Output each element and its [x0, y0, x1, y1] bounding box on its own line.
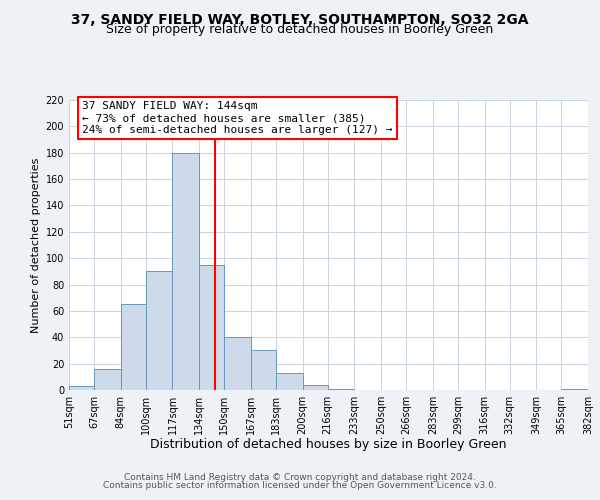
Bar: [94, 369, 121, 390]
Text: Contains public sector information licensed under the Open Government Licence v3: Contains public sector information licen…: [103, 481, 497, 490]
Bar: [69, 386, 94, 390]
Text: Contains HM Land Registry data © Crown copyright and database right 2024.: Contains HM Land Registry data © Crown c…: [124, 472, 476, 482]
Bar: [328, 388, 355, 390]
Bar: [251, 350, 276, 390]
Bar: [199, 265, 224, 390]
Y-axis label: Number of detached properties: Number of detached properties: [31, 158, 41, 332]
X-axis label: Distribution of detached houses by size in Boorley Green: Distribution of detached houses by size …: [150, 438, 507, 452]
Bar: [224, 338, 251, 390]
Text: Size of property relative to detached houses in Boorley Green: Size of property relative to detached ho…: [106, 22, 494, 36]
Bar: [172, 152, 199, 390]
Bar: [302, 384, 328, 390]
Bar: [146, 272, 172, 390]
Text: 37 SANDY FIELD WAY: 144sqm
← 73% of detached houses are smaller (385)
24% of sem: 37 SANDY FIELD WAY: 144sqm ← 73% of deta…: [82, 102, 392, 134]
Text: 37, SANDY FIELD WAY, BOTLEY, SOUTHAMPTON, SO32 2GA: 37, SANDY FIELD WAY, BOTLEY, SOUTHAMPTON…: [71, 12, 529, 26]
Bar: [276, 373, 302, 390]
Bar: [562, 388, 588, 390]
Bar: [121, 304, 146, 390]
